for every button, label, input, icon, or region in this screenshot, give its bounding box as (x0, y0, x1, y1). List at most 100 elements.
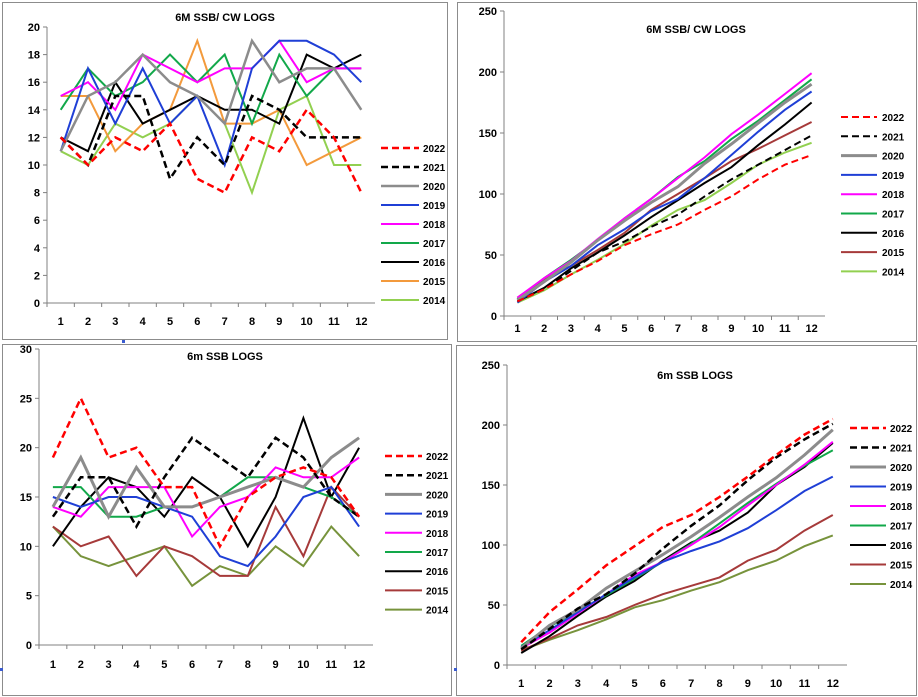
series-line-2021 (516, 134, 813, 303)
y-tick-label: 12 (28, 132, 40, 144)
x-tick-label: 1 (514, 323, 520, 335)
legend-label-2020: 2020 (423, 182, 446, 193)
x-tick-label: 6 (189, 659, 195, 671)
x-tick-label: 3 (106, 659, 112, 671)
chart-panel-top-right: 0 50 100 150 200 250 1 2 3 4 5 6 7 8 9 10 11 12 6M SSB/ CW… (457, 2, 917, 342)
y-tick-label: 0 (494, 660, 500, 672)
y-tick-label: 5 (26, 591, 32, 603)
x-tick-label: 11 (799, 678, 811, 690)
legend-label-2020: 2020 (426, 490, 449, 501)
legend-label-2019: 2019 (890, 483, 913, 494)
series-line-2022 (59, 107, 363, 195)
x-tick-label: 4 (603, 678, 610, 690)
legend-label-2014: 2014 (426, 606, 449, 617)
legend-label-2016: 2016 (882, 229, 905, 240)
x-tick-label: 4 (595, 323, 602, 335)
x-tick-label: 9 (728, 323, 734, 335)
y-tick-label: 14 (28, 105, 41, 117)
series-line-2016 (516, 101, 813, 303)
x-tick-label: 3 (575, 678, 581, 690)
series-line-2019 (516, 90, 813, 304)
legend-label-2020: 2020 (890, 463, 913, 474)
series-line-2021 (59, 94, 362, 182)
y-tick-label: 30 (20, 345, 32, 356)
y-tick-label: 150 (482, 480, 500, 492)
y-tick-label: 4 (34, 243, 41, 255)
chart-panel-bottom-left: 0 5 10 15 20 25 30 1 2 3 4 5 6 7 8 9 10 11 12 6m SSB LOGS 20… (2, 344, 452, 696)
series-line-2019 (59, 39, 363, 169)
y-tick-label: 20 (28, 22, 40, 34)
series-line-2020 (51, 436, 360, 520)
series-line-2014 (520, 534, 834, 652)
legend-label-2020: 2020 (882, 152, 905, 163)
y-tick-label: 18 (28, 50, 40, 62)
y-tick-label: 50 (485, 250, 497, 262)
legend-label-2021: 2021 (882, 132, 905, 143)
legend-label-2015: 2015 (423, 277, 446, 288)
series-line-2022 (516, 154, 812, 303)
y-tick-label: 200 (482, 420, 500, 432)
y-tick-label: 200 (479, 67, 497, 79)
x-tick-label: 1 (518, 678, 524, 690)
legend-label-2018: 2018 (890, 502, 913, 513)
series-line-2018 (520, 441, 834, 650)
series-line-2016 (60, 53, 362, 153)
x-tick-label: 8 (702, 323, 708, 335)
series-line-2016 (52, 415, 360, 549)
x-tick-label: 10 (752, 323, 764, 335)
y-tick-label: 2 (34, 270, 40, 282)
x-tick-label: 10 (301, 316, 313, 328)
x-tick-label: 9 (276, 316, 282, 328)
x-tick-label: 8 (716, 678, 722, 690)
legend-label-2018: 2018 (882, 190, 905, 201)
series-line-2014 (516, 141, 812, 304)
legend-label-2015: 2015 (882, 248, 905, 259)
series-line-2021 (520, 422, 834, 651)
legend-label-2017: 2017 (426, 548, 449, 559)
y-tick-label: 16 (28, 77, 40, 89)
series-line-2016 (520, 442, 834, 654)
chart-title: 6M SSB/ CW LOGS (175, 12, 275, 24)
x-tick-label: 11 (779, 323, 791, 335)
legend-label-2016: 2016 (426, 567, 449, 578)
legend-label-2015: 2015 (890, 561, 913, 572)
y-tick-label: 20 (20, 443, 32, 455)
x-tick-label: 7 (222, 316, 228, 328)
series-line-2019 (52, 485, 360, 568)
y-tick-label: 0 (491, 311, 497, 323)
legend-label-2015: 2015 (426, 586, 449, 597)
y-tick-label: 0 (26, 640, 32, 652)
x-tick-label: 7 (675, 323, 681, 335)
y-tick-label: 8 (34, 188, 40, 200)
series-line-2018 (516, 72, 813, 299)
series-line-2022 (51, 395, 361, 550)
x-tick-label: 4 (133, 659, 140, 671)
x-tick-label: 2 (541, 323, 547, 335)
blue-separator-mark (122, 340, 125, 343)
x-tick-label: 9 (745, 678, 751, 690)
x-tick-label: 10 (770, 678, 782, 690)
series-line-2018 (60, 39, 362, 112)
x-tick-label: 12 (353, 659, 365, 671)
chart-panel-top-left: 0 2 4 6 8 10 12 14 16 18 20 1 2 3 4 5 6 7 8 9 10 11 12 6M SSB/ … (2, 2, 448, 340)
series-line-2020 (59, 37, 363, 152)
y-tick-label: 6 (34, 215, 40, 227)
y-tick-label: 250 (479, 6, 497, 18)
series-line-2020 (516, 82, 813, 302)
legend-label-2014: 2014 (890, 580, 913, 591)
legend-label-2019: 2019 (426, 510, 449, 521)
x-tick-label: 12 (806, 323, 818, 335)
x-tick-label: 3 (112, 316, 118, 328)
chart-title: 6m SSB LOGS (187, 351, 263, 363)
blue-separator-mark (454, 668, 457, 671)
x-tick-label: 12 (355, 316, 367, 328)
x-tick-label: 5 (167, 316, 173, 328)
y-tick-label: 0 (34, 298, 40, 310)
x-tick-label: 7 (217, 659, 223, 671)
x-tick-label: 8 (245, 659, 251, 671)
y-tick-label: 250 (482, 360, 500, 372)
x-tick-label: 11 (325, 659, 337, 671)
